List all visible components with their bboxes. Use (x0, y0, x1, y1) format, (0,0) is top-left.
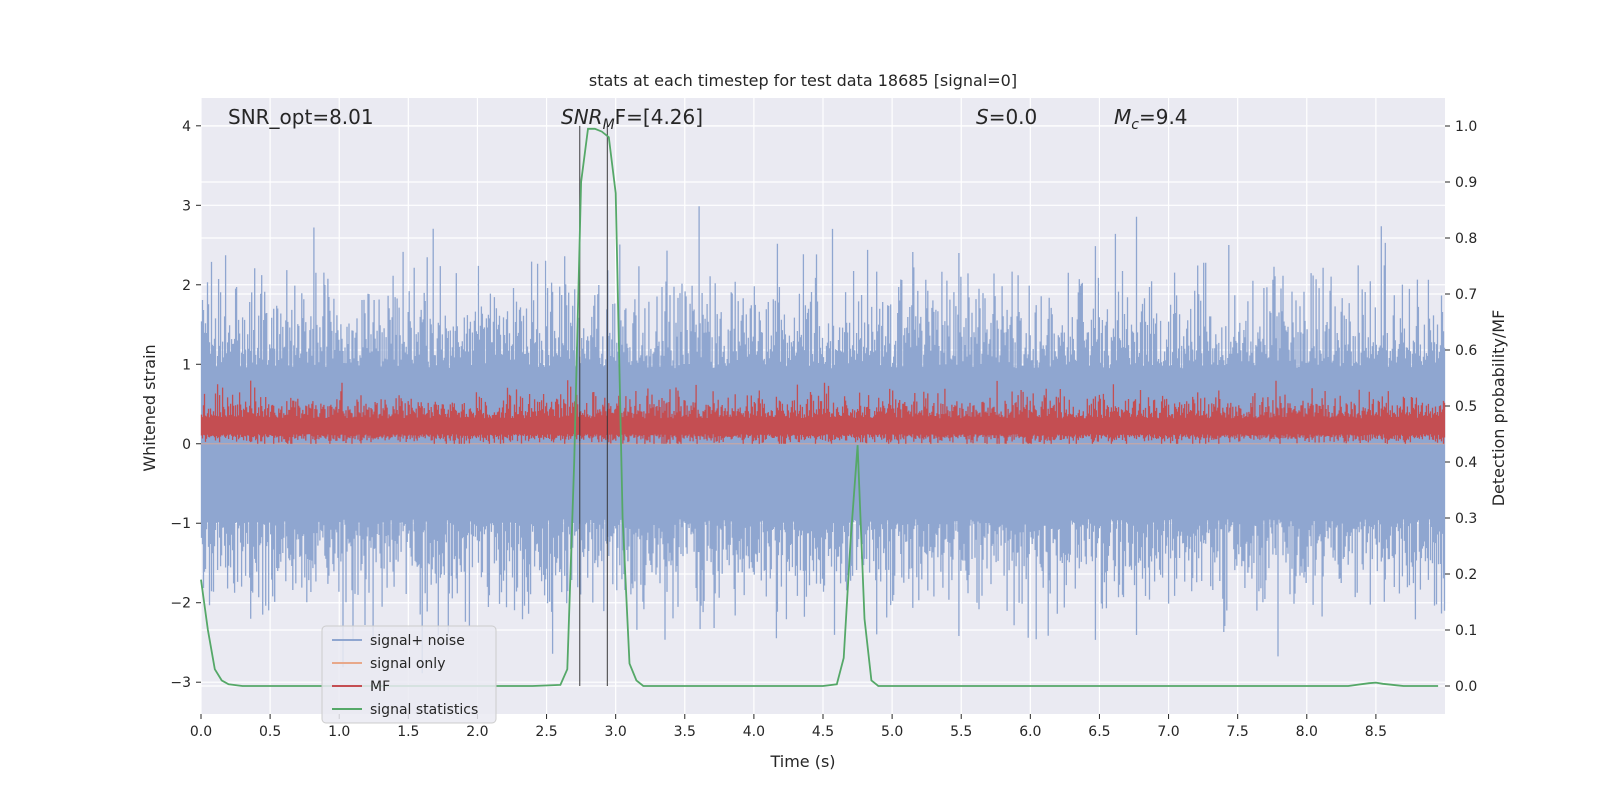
y-right-tick-label: 0.4 (1455, 455, 1477, 471)
x-tick-label: 6.0 (1019, 724, 1041, 740)
legend-label-mf: MF (370, 679, 390, 695)
left-y-axis-ticks: −3 −2 −1 0 1 2 3 4 (170, 119, 201, 691)
y-right-tick-label: 0.8 (1455, 231, 1477, 247)
left-y-axis-label: Whitened strain (140, 344, 159, 471)
y-left-tick-label: −3 (170, 675, 191, 691)
right-y-axis-ticks: 0.0 0.1 0.2 0.3 0.4 0.5 0.6 0.7 0.8 0.9 1.0 (1445, 119, 1477, 695)
y-right-tick-label: 0.6 (1455, 343, 1477, 359)
x-tick-label: 1.0 (328, 724, 350, 740)
y-left-tick-label: 1 (182, 357, 191, 373)
mf-series-layer (200, 380, 1446, 444)
x-tick-label: 6.5 (1088, 724, 1110, 740)
legend: signal+ noise signal only MF signal stat… (321, 625, 497, 724)
y-left-tick-label: −1 (170, 516, 191, 532)
x-tick-label: 1.5 (397, 724, 419, 740)
y-right-tick-label: 1.0 (1455, 119, 1477, 135)
x-tick-label: 0.5 (259, 724, 281, 740)
x-tick-label: 3.5 (674, 724, 696, 740)
y-right-tick-label: 0.9 (1455, 175, 1477, 191)
x-tick-label: 5.0 (881, 724, 903, 740)
y-left-tick-label: 2 (182, 278, 191, 294)
y-right-tick-label: 0.2 (1455, 567, 1477, 583)
annotation-snr-opt: SNR_opt=8.01 (228, 105, 374, 129)
y-left-tick-label: 0 (182, 437, 191, 453)
x-tick-label: 3.0 (605, 724, 627, 740)
legend-label-signal-statistics: signal statistics (370, 702, 478, 718)
y-right-tick-label: 0.7 (1455, 287, 1477, 303)
legend-label-signal-only: signal only (370, 656, 445, 672)
right-y-axis-label: Detection probability/MF (1489, 310, 1508, 507)
x-tick-label: 4.5 (812, 724, 834, 740)
y-right-tick-label: 0.1 (1455, 623, 1477, 639)
x-tick-label: 5.5 (950, 724, 972, 740)
y-right-tick-label: 0.0 (1455, 679, 1477, 695)
legend-box (321, 625, 497, 724)
x-tick-label: 7.0 (1157, 724, 1179, 740)
x-tick-label: 2.0 (466, 724, 488, 740)
y-left-tick-label: −2 (170, 596, 191, 612)
x-tick-label: 4.0 (743, 724, 765, 740)
annotation-snr-mf: SNRMF=[4.26] (561, 105, 703, 133)
y-left-tick-label: 4 (182, 119, 191, 135)
chart-title: stats at each timestep for test data 186… (589, 71, 1017, 90)
x-tick-label: 2.5 (535, 724, 557, 740)
y-left-tick-label: 3 (182, 198, 191, 214)
y-right-tick-label: 0.5 (1455, 399, 1477, 415)
x-axis-label: Time (s) (769, 752, 835, 771)
x-axis-ticks: 0.0 0.5 1.0 1.5 2.0 2.5 3.0 3.5 4.0 4.5 5.0 5.5 6.0 6… (190, 714, 1387, 740)
x-tick-label: 7.5 (1227, 724, 1249, 740)
annotation-s: S=0.0 (976, 105, 1037, 129)
mf-series (200, 380, 1446, 444)
y-right-tick-label: 0.3 (1455, 511, 1477, 527)
annotation-mc: Mc=9.4 (1114, 105, 1188, 133)
x-tick-label: 0.0 (190, 724, 212, 740)
legend-label-signal-noise: signal+ noise (370, 633, 465, 649)
x-tick-label: 8.5 (1365, 724, 1387, 740)
x-tick-label: 8.0 (1296, 724, 1318, 740)
